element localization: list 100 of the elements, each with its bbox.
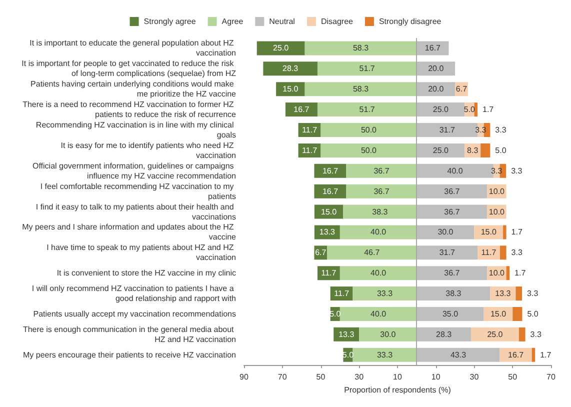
data-label: 5.0: [527, 309, 539, 318]
bar: [304, 82, 417, 96]
bar: [298, 143, 321, 158]
y-tick-label: There is a need to recommend HZ vaccination to former HZ patients to reduce the risk of recurrence: [22, 100, 237, 120]
data-label: 16.7: [294, 105, 310, 114]
data-label: 40.0: [370, 268, 387, 278]
x-axis-title: Proportion of respondents (%): [344, 386, 452, 394]
data-label: 11.7: [334, 289, 350, 298]
bar: [512, 306, 522, 321]
data-label: 11.7: [302, 125, 318, 134]
bar: [340, 225, 417, 240]
data-label: 40.0: [447, 166, 464, 176]
bar: [340, 266, 417, 280]
legend-label: Neutral: [269, 17, 296, 26]
y-tick-label: It is convenient to store the HZ vaccine in my clinic: [56, 268, 236, 278]
y-tick-label: There is enough communication in the general media about HZ and HZ vaccination: [22, 324, 236, 344]
data-label: 16.7: [424, 44, 442, 53]
bar: [416, 102, 465, 117]
data-label: 50.0: [360, 146, 378, 155]
data-label: 20.0: [428, 64, 444, 74]
y-tick-label: It is easy for me to identify patients who need HZ vaccination: [60, 140, 236, 160]
x-tick-label: 90: [240, 372, 249, 382]
bar: [298, 122, 321, 137]
data-label: 35.0: [442, 309, 459, 318]
data-label: 36.7: [444, 268, 460, 278]
x-tick-label: 70: [278, 372, 288, 382]
legend-label: Disagree: [320, 17, 354, 26]
bar: [256, 41, 305, 56]
data-label: 1.7: [511, 228, 523, 237]
data-label: 15.0: [480, 228, 497, 237]
data-label: 1.7: [482, 105, 494, 114]
bar: [532, 348, 536, 362]
bar: [416, 306, 484, 321]
data-label: 8.3: [467, 146, 479, 155]
data-label: 11.7: [321, 268, 337, 278]
data-label: 1.7: [540, 350, 552, 360]
legend-label: Strongly disagree: [378, 17, 442, 26]
x-tick-label: 10: [431, 372, 441, 382]
data-label: 46.7: [364, 248, 380, 258]
bar: [263, 62, 318, 76]
bar: [346, 164, 417, 178]
data-label: 15.0: [490, 309, 507, 318]
data-label: 13.3: [319, 228, 336, 237]
bar: [317, 266, 340, 280]
data-label: 51.7: [359, 105, 376, 114]
data-label: 20.0: [428, 84, 444, 94]
y-tick-label: I will only recommend HZ vaccination to patients I have a good relationship and rapport with: [32, 284, 236, 304]
bar: [416, 184, 488, 198]
data-label: 50.0: [360, 125, 378, 134]
data-label: 6.7: [456, 84, 468, 94]
y-tick-label: I have time to speak to my patients about HZ and HZ vaccination: [46, 243, 236, 262]
data-label: 25.0: [487, 330, 504, 339]
x-tick-label: 50: [508, 372, 518, 382]
data-label: 6.7: [315, 248, 327, 258]
bar: [320, 122, 417, 137]
bar: [343, 204, 417, 219]
bar: [500, 348, 532, 362]
bar: [416, 204, 488, 219]
bar: [359, 327, 417, 342]
data-label: 58.3: [352, 84, 370, 94]
data-label: 30.0: [380, 330, 396, 339]
data-label: 25.0: [432, 105, 450, 114]
data-label: 58.3: [352, 44, 370, 53]
bar: [416, 286, 490, 301]
data-label: 13.3: [338, 330, 355, 339]
y-tick-label: Recommending HZ vaccination is in line with my clinical goals: [36, 120, 236, 140]
data-label: 31.7: [439, 248, 456, 258]
data-label: 36.7: [374, 186, 390, 196]
data-label: 38.3: [446, 289, 462, 298]
y-tick-label: It is important for people to get vaccinated to reduce the risk of long-term complications (sequelae) from HZ: [22, 59, 236, 78]
y-tick-label: It is important to educate the general population about HZ vaccination: [30, 38, 236, 58]
data-label: 15.0: [321, 207, 338, 216]
data-label: 25.0: [432, 146, 450, 155]
data-label: 3.3: [527, 289, 539, 298]
bar: [346, 184, 417, 198]
y-tick-label: Patients having certain underlying conditions would make me prioritize the HZ vaccine: [30, 80, 237, 99]
bar: [416, 62, 456, 76]
data-label: 5.0: [495, 146, 507, 155]
data-label: 3.3: [511, 248, 523, 258]
data-label: 33.3: [376, 289, 394, 298]
data-label: 40.0: [370, 228, 387, 237]
data-label: 3.3: [511, 166, 523, 176]
data-label: 25.0: [273, 44, 290, 53]
data-label: 31.7: [439, 125, 456, 134]
bar: [320, 143, 417, 158]
bar: [416, 266, 488, 280]
x-tick-label: 70: [546, 372, 556, 382]
data-label: 13.3: [495, 289, 512, 298]
bar: [500, 246, 506, 260]
data-label: 28.3: [436, 330, 452, 339]
bar: [503, 225, 506, 240]
y-tick-label: I find it easy to talk to my patients about their health and vaccinations: [36, 202, 236, 222]
y-tick-label: My peers and I share information and updates about the HZ vaccine: [22, 222, 237, 242]
bar: [330, 286, 353, 301]
bar: [416, 246, 478, 260]
bar: [416, 225, 474, 240]
data-label: 3.3: [495, 125, 507, 134]
data-label: 30.0: [438, 228, 454, 237]
data-label: 43.3: [450, 350, 467, 360]
bar: [416, 82, 456, 96]
